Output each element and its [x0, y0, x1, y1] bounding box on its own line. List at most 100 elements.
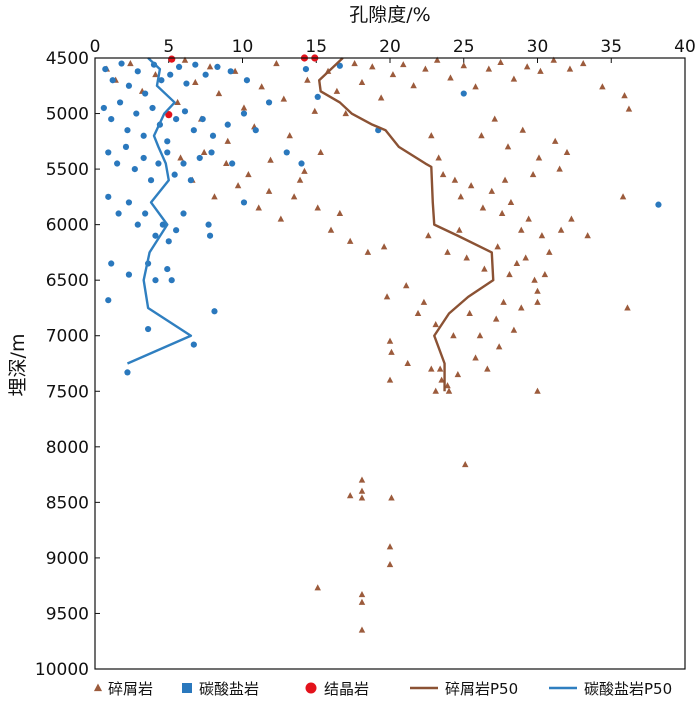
clastic-point: [546, 248, 553, 255]
clastic-point: [290, 193, 298, 200]
x-axis-title: 孔隙度/%: [349, 4, 430, 26]
clastic-point: [358, 626, 366, 633]
clastic-point: [534, 298, 541, 305]
clastic-point: [445, 387, 453, 394]
crystalline-point: [165, 111, 173, 119]
clastic-point: [286, 132, 293, 139]
clastic-point: [327, 226, 335, 233]
x-tick-label: 5: [163, 37, 174, 57]
clastic-point: [510, 75, 518, 82]
clastic-point: [258, 83, 265, 90]
clastic-point: [463, 254, 470, 261]
carbonate-point: [240, 199, 248, 206]
clastic-point: [358, 487, 366, 494]
carbonate-point: [131, 165, 138, 173]
clastic-point: [234, 182, 242, 189]
clastic-point: [619, 193, 627, 200]
clastic-point: [621, 92, 628, 99]
clastic-point: [215, 89, 223, 97]
y-tick-label: 8000: [46, 438, 89, 458]
carbonate-point: [100, 104, 107, 112]
carbonate-point: [152, 277, 159, 284]
carbonate-point: [158, 77, 165, 84]
carbonate-point: [173, 116, 180, 123]
clastic-point: [383, 293, 391, 300]
clastic-point: [386, 543, 394, 550]
clastic-point: [436, 365, 444, 372]
clastic-point: [358, 494, 366, 501]
legend-clastic-label: 碎屑岩: [108, 680, 153, 698]
clastic-point: [488, 187, 496, 194]
clastic-point: [447, 74, 454, 81]
clastic-point: [358, 590, 366, 598]
clastic-point: [478, 132, 485, 139]
clastic-point: [273, 59, 280, 67]
clastic-point: [301, 167, 308, 174]
carbonate-point: [152, 232, 159, 239]
clastic-point: [346, 492, 354, 499]
clastic-point: [342, 109, 349, 117]
legend-clastic_p50-label: 碎屑岩P50: [445, 680, 518, 698]
carbonate-point: [164, 265, 171, 273]
carbonate-point: [164, 149, 171, 156]
carbonate-point: [196, 154, 203, 162]
clastic-point: [485, 65, 493, 72]
clastic-point: [525, 215, 532, 222]
clastic-point: [467, 182, 475, 189]
clastic-point: [450, 332, 457, 339]
carbonate-point: [142, 210, 149, 217]
clastic-point: [311, 107, 319, 114]
clastic-point: [444, 248, 451, 255]
carbonate-point: [125, 82, 133, 89]
carbonate-point: [145, 325, 152, 333]
carbonate-point: [224, 121, 231, 128]
clastic-point: [457, 193, 465, 200]
clastic-point: [513, 259, 521, 267]
clastic-point: [181, 56, 189, 63]
y-tick-label: 4500: [46, 49, 89, 69]
carbonate-point: [302, 66, 310, 73]
carbonate-point: [105, 297, 112, 304]
carbonate-point: [211, 308, 218, 315]
carbonate-point: [114, 160, 121, 167]
carbonate-point: [164, 138, 171, 145]
clastic-point: [422, 65, 429, 72]
clastic-point: [472, 354, 479, 361]
carbonate-point: [336, 62, 343, 69]
clastic-point: [377, 94, 385, 101]
carbonate-point: [159, 221, 166, 228]
clastic-point: [333, 87, 341, 94]
clastic-point: [177, 154, 184, 161]
clastic-point: [494, 243, 501, 250]
carbonate-point: [105, 149, 112, 156]
clastic-point: [563, 148, 571, 155]
carbonate-point: [298, 160, 305, 167]
clastic-point: [624, 304, 631, 311]
clastic-point: [566, 65, 574, 72]
clastic-point: [438, 376, 445, 383]
carbonate-point: [140, 132, 147, 139]
clastic-point: [314, 204, 321, 211]
y-axis-title: 埋深/m: [7, 334, 29, 397]
clastic-point: [537, 67, 544, 74]
y-tick-label: 6000: [46, 216, 89, 236]
clastic-point: [504, 143, 512, 150]
clastic-point: [402, 282, 410, 289]
carbonate-point: [155, 160, 162, 167]
clastic-point: [491, 115, 498, 122]
carbonate-point: [125, 199, 133, 206]
clastic-point: [531, 276, 538, 283]
carbonate-point: [108, 260, 115, 267]
carbonate-point: [180, 160, 187, 167]
clastic-point: [460, 62, 467, 69]
clastic-point: [534, 387, 541, 394]
clastic-point: [174, 98, 181, 105]
legend: 碎屑岩 碳酸盐岩 结晶岩 碎屑岩P50 碳酸盐岩P50: [93, 680, 672, 698]
y-tick-label: 10000: [35, 660, 89, 680]
clastic-point: [386, 376, 394, 383]
carbonate-point: [214, 63, 221, 70]
clastic-point: [432, 321, 439, 328]
carbonate-point: [173, 227, 180, 234]
carbonate-point: [205, 221, 212, 228]
clastic-point: [432, 387, 439, 394]
